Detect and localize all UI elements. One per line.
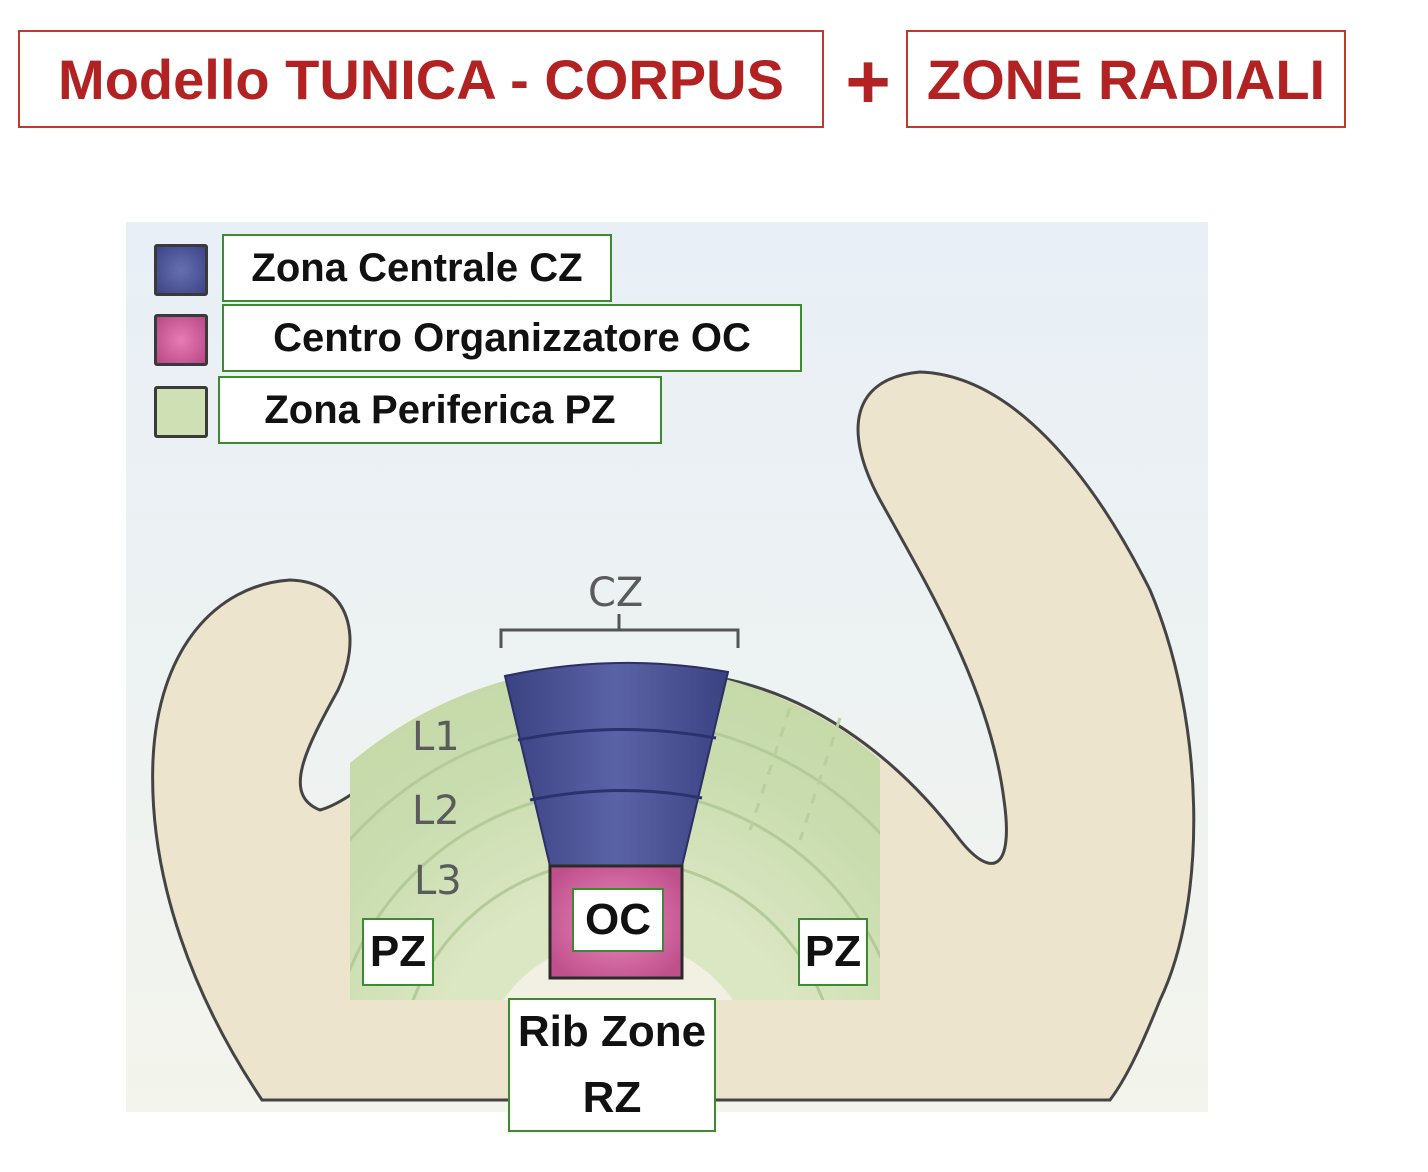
- layer-label-l2: L2: [412, 788, 460, 834]
- rib-zone-line2: RZ: [582, 1073, 642, 1122]
- cz-bracket: [499, 614, 740, 648]
- plus-sign: +: [845, 36, 891, 125]
- cell-divisions: [748, 707, 842, 841]
- title-tunica-corpus: Modello TUNICA - CORPUS: [18, 30, 824, 128]
- title-zone-radiali: ZONE RADIALI: [906, 30, 1346, 128]
- label-pz-right: PZ: [798, 918, 868, 986]
- central-zone: [503, 661, 730, 867]
- legend-swatch-pz: [154, 386, 208, 438]
- label-pz-left: PZ: [362, 918, 434, 986]
- layer-label-l1: L1: [412, 714, 460, 760]
- legend-swatch-oc: [154, 314, 208, 366]
- legend-label-pz: Zona Periferica PZ: [218, 376, 662, 444]
- legend-swatch-cz: [154, 244, 208, 296]
- legend-label-oc: Centro Organizzatore OC: [222, 304, 802, 372]
- label-oc: OC: [572, 888, 664, 952]
- label-rib-zone: Rib Zone RZ: [508, 998, 716, 1132]
- legend-label-cz: Zona Centrale CZ: [222, 234, 612, 302]
- layer-label-l3: L3: [414, 858, 462, 904]
- cz-bracket-label: CZ: [588, 570, 644, 616]
- rib-zone-line1: Rib Zone: [517, 1007, 707, 1056]
